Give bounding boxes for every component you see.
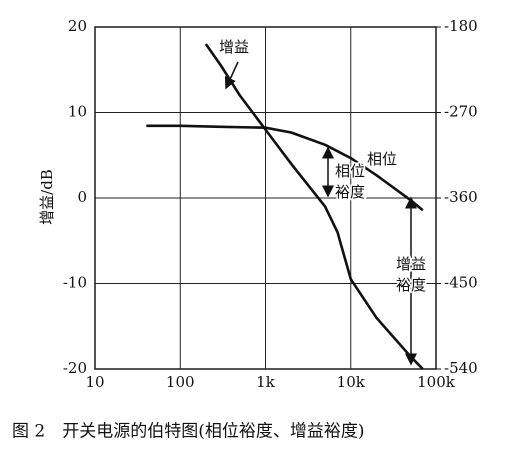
y2-tick-label: -360 (444, 188, 478, 206)
annotation: 相位 (335, 162, 365, 180)
x-tick-label: 100k (417, 373, 456, 391)
y-tick-label: -10 (63, 274, 87, 292)
x-tick-label: 1k (256, 373, 276, 391)
series-line (204, 43, 424, 370)
caption: 图 2 开关电源的伯特图(相位裕度、增益裕度) (12, 422, 364, 442)
x-tick-label: 10k (337, 373, 366, 391)
series-label: 相位 (367, 150, 397, 168)
series-label: 增益 (219, 38, 249, 56)
y-tick-label: 20 (68, 17, 87, 35)
y-tick-label: 0 (77, 188, 87, 206)
y2-tick-label: -450 (444, 274, 478, 292)
y2-tick-label: -270 (444, 103, 478, 121)
x-tick-label: 10 (85, 373, 104, 391)
y-axis-label: 增益/dB (38, 169, 56, 225)
x-tick-label: 100 (166, 373, 195, 391)
y-tick-label: -20 (63, 359, 87, 377)
y2-tick-label: -180 (444, 17, 478, 35)
y2-tick-label: -540 (444, 359, 478, 377)
series-line (146, 124, 424, 212)
gain-pointer (224, 61, 239, 90)
annotation: 裕度 (396, 276, 426, 294)
annotation: 裕度 (335, 183, 365, 201)
y-tick-label: 10 (68, 103, 87, 121)
annotation: 增益 (396, 255, 426, 273)
